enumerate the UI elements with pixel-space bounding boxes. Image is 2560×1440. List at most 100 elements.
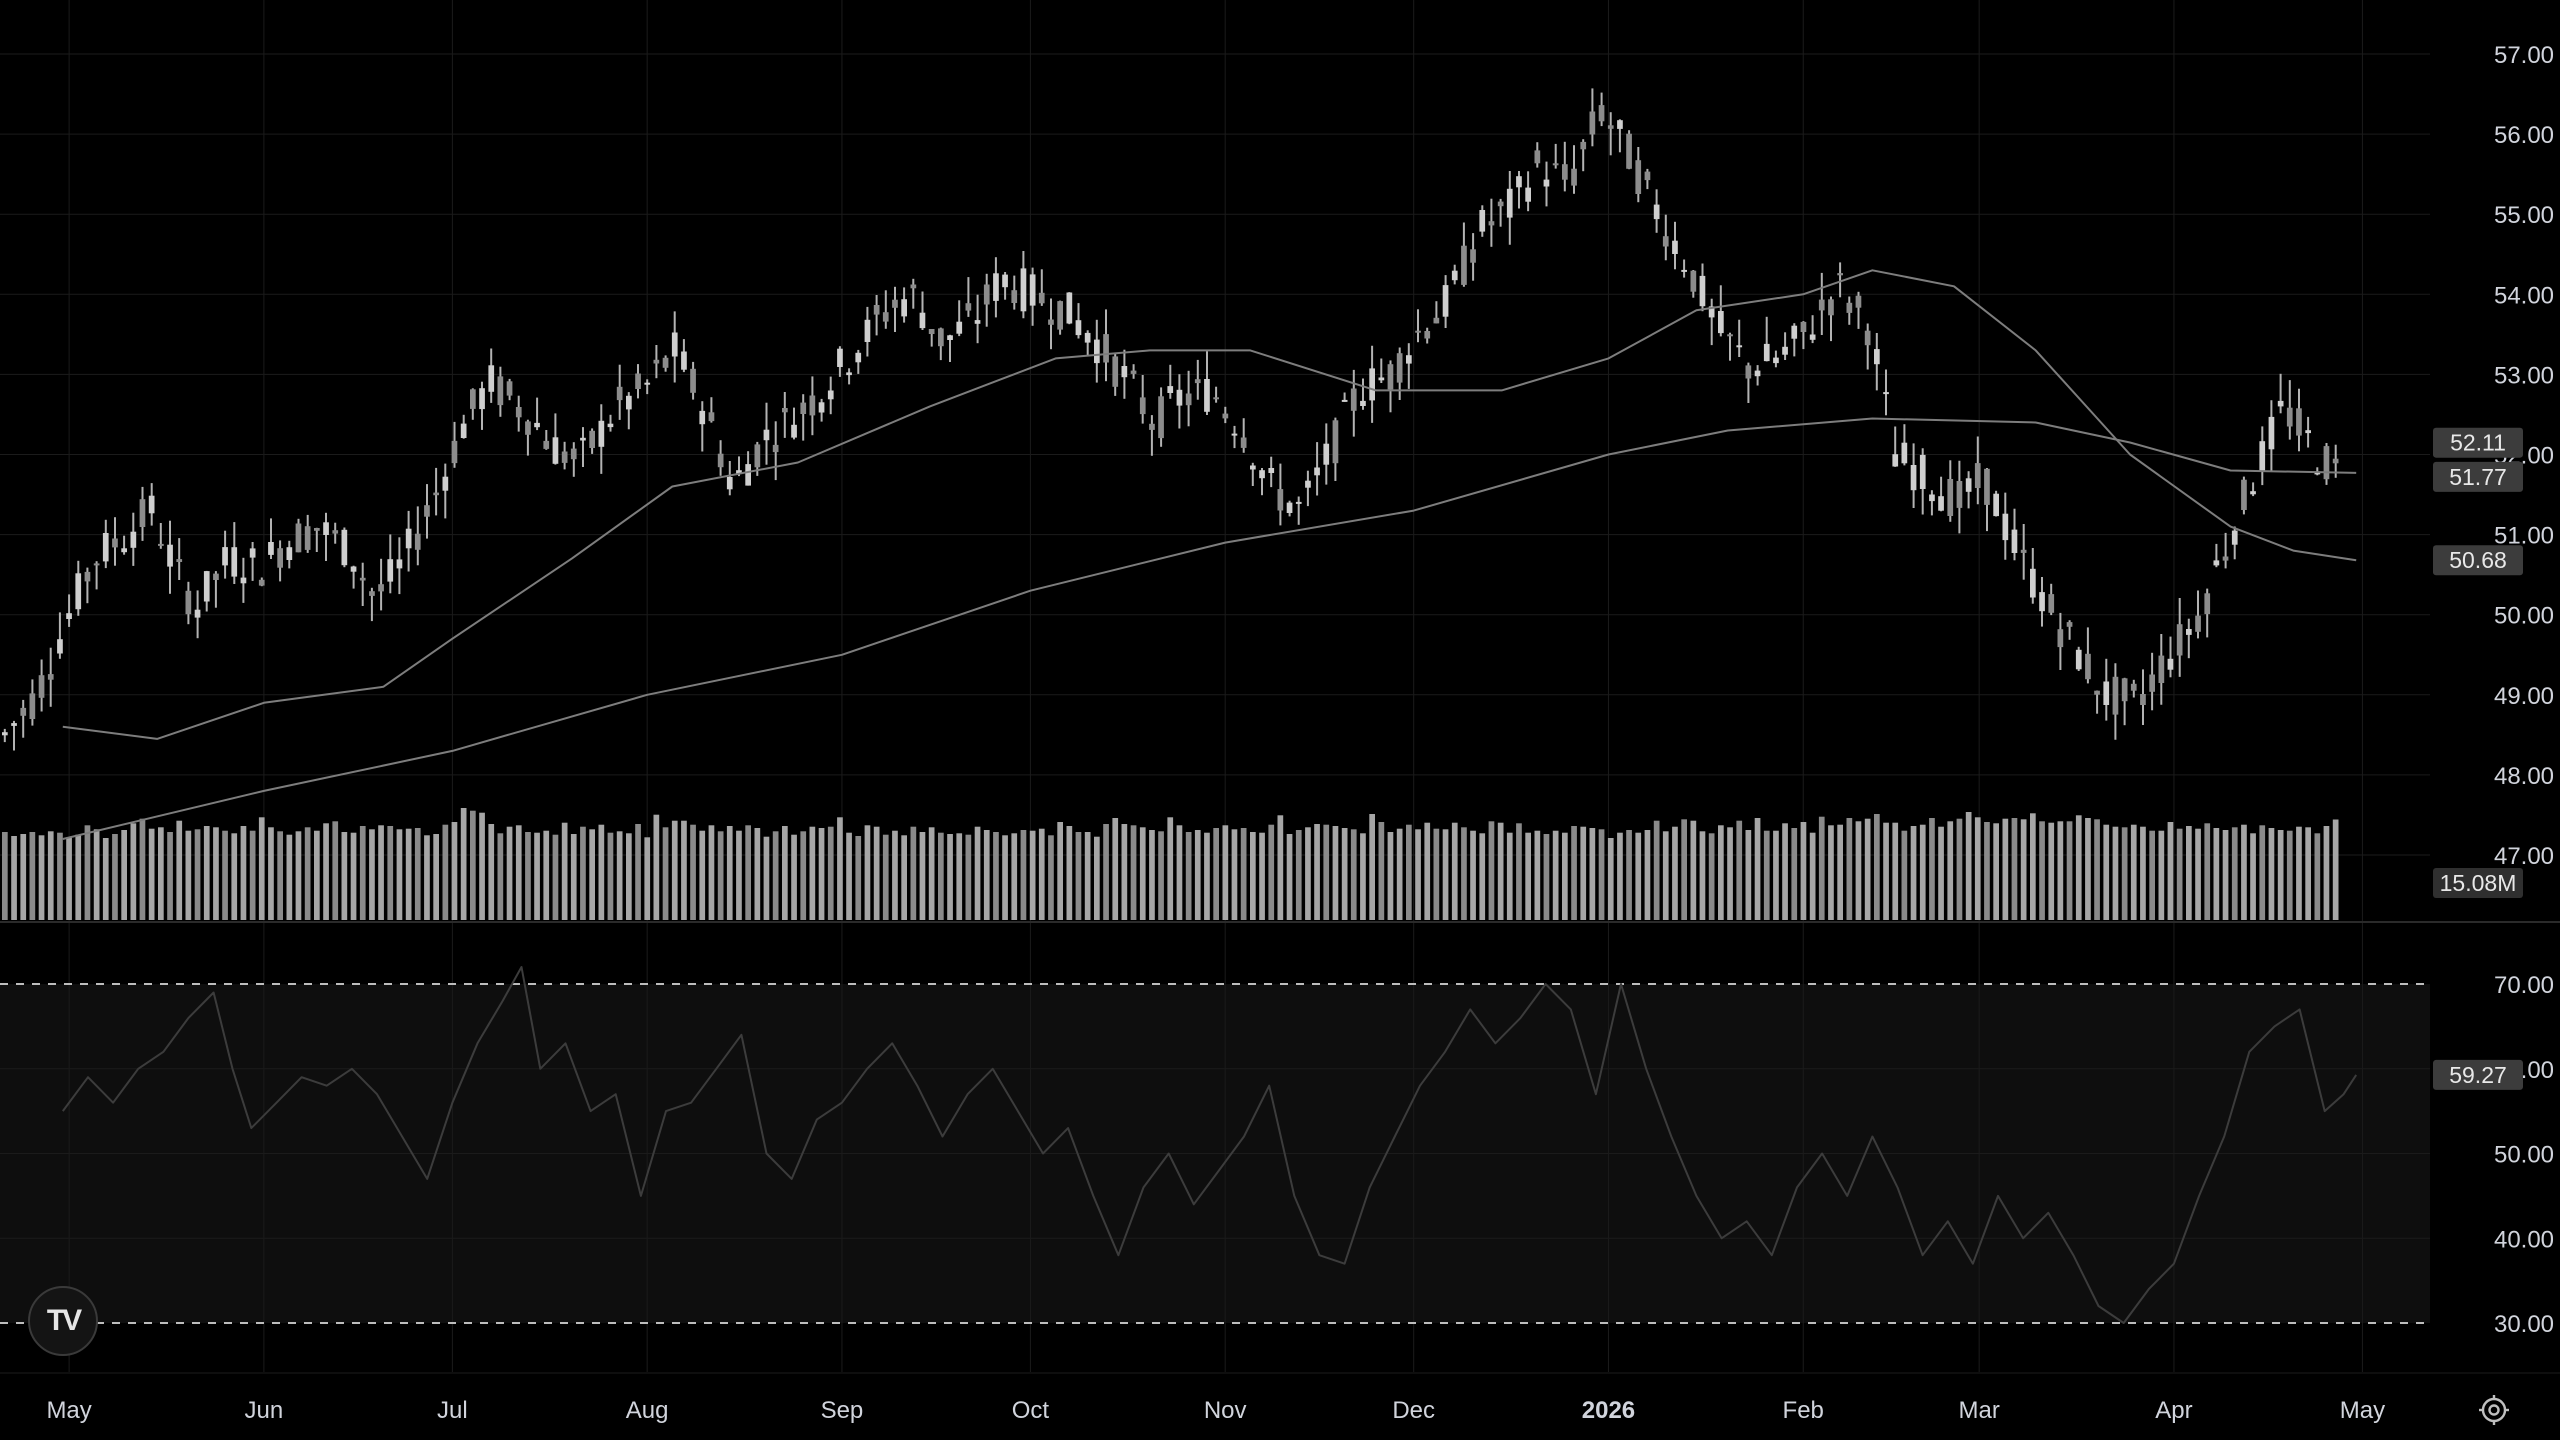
candle-body [167,544,173,567]
volume-bar [1350,829,1357,920]
gear-icon-glyph [2479,1395,2509,1425]
tradingview-logo-icon[interactable]: TV [28,1286,98,1356]
volume-bar [1204,832,1210,920]
volume-bar [442,824,449,920]
volume-bar [1497,822,1504,920]
logo-text: TV [46,1304,82,1337]
volume-bar [1488,821,1495,920]
candle-body [1332,420,1339,464]
candle-body [635,373,641,389]
candle-body [1763,343,1770,362]
candle-body [974,320,981,324]
volume-bar [1112,818,1119,920]
candle-body [1020,268,1027,312]
candle-body [1194,379,1201,384]
volume-bar [1754,818,1761,920]
rsi-tick-label: 50.00 [2494,1142,2554,1169]
volume-bar [1461,827,1467,920]
volume-bar [864,825,871,920]
candle-body [2222,556,2229,561]
candle-body [2094,690,2100,695]
volume-bar [681,820,687,920]
volume-bar [708,825,715,920]
candle-body [2195,615,2201,632]
volume-bar [405,828,412,920]
volume-bar [2213,828,2220,920]
volume-bar [2140,826,2146,920]
volume-bar [1837,824,1843,920]
candle-body [782,408,788,413]
volume-bar [424,835,430,920]
volume-bar [1699,831,1706,920]
volume-bar [350,832,357,920]
candle-body [1754,370,1761,377]
price-tick-label: 54.00 [2494,282,2554,309]
rsi-badge-text: 59.27 [2449,1062,2507,1088]
candle-body [1571,168,1577,186]
volume-bar [2048,822,2055,920]
candle-body [2112,676,2119,715]
volume-bar [1727,827,1733,920]
volume-bar [2314,833,2321,920]
candle-body [1222,413,1229,419]
volume-bar [1543,834,1550,920]
volume-bar [451,822,458,920]
price-tick-label: 49.00 [2494,683,2554,710]
candle-body [66,613,72,619]
candle-body [2314,472,2321,475]
candle-body [1818,299,1825,311]
candle-body [2167,658,2174,670]
candle-body [1965,478,1972,492]
volume-bar [1341,828,1348,920]
candle-body [1626,133,1632,169]
volume-bar [671,820,678,920]
candle-body [442,476,449,491]
volume-bar [414,828,421,920]
volume-badge-text: 15.08M [2440,870,2517,896]
volume-bar [66,837,72,920]
volume-bar [892,830,898,920]
volume-bar [231,833,238,920]
candle-body [11,723,17,726]
candle-body [102,533,109,562]
volume-bar [1167,817,1174,920]
volume-bar [1360,833,1366,920]
volume-bar [1617,832,1623,920]
volume-bar [2176,828,2183,920]
candle-body [1323,443,1330,465]
volume-bar [910,826,917,920]
candle-body [433,492,439,496]
volume-bar [2286,830,2293,920]
candle-body [671,332,678,357]
volume-bar [1185,832,1192,920]
candle-body [901,299,907,317]
volume-bar [1791,828,1798,920]
volume-bar [1268,824,1275,920]
candle-body [2323,446,2330,480]
volume-bar [1470,830,1476,920]
volume-bar [1332,826,1339,920]
volume-bar [1277,815,1284,920]
volume-bar [295,831,302,920]
candle-body [2,732,8,736]
candle-body [2085,653,2091,680]
candle-body [414,533,421,550]
candle-body [323,522,329,535]
gear-icon[interactable] [2476,1392,2512,1428]
candle-body [1286,502,1293,513]
volume-bar [2121,827,2128,920]
volume-bar [433,834,439,920]
candle-body [1387,364,1394,390]
candle-body [1204,379,1210,412]
candle-body [29,693,36,719]
candle-body [1672,240,1678,254]
volume-bar [341,832,348,920]
candle-body [1094,339,1100,364]
time-tick-label: Oct [1012,1397,1050,1424]
volume-bar [1029,830,1036,920]
candle-body [855,352,862,363]
candle-body [2075,649,2082,670]
volume-bar [1406,824,1412,920]
